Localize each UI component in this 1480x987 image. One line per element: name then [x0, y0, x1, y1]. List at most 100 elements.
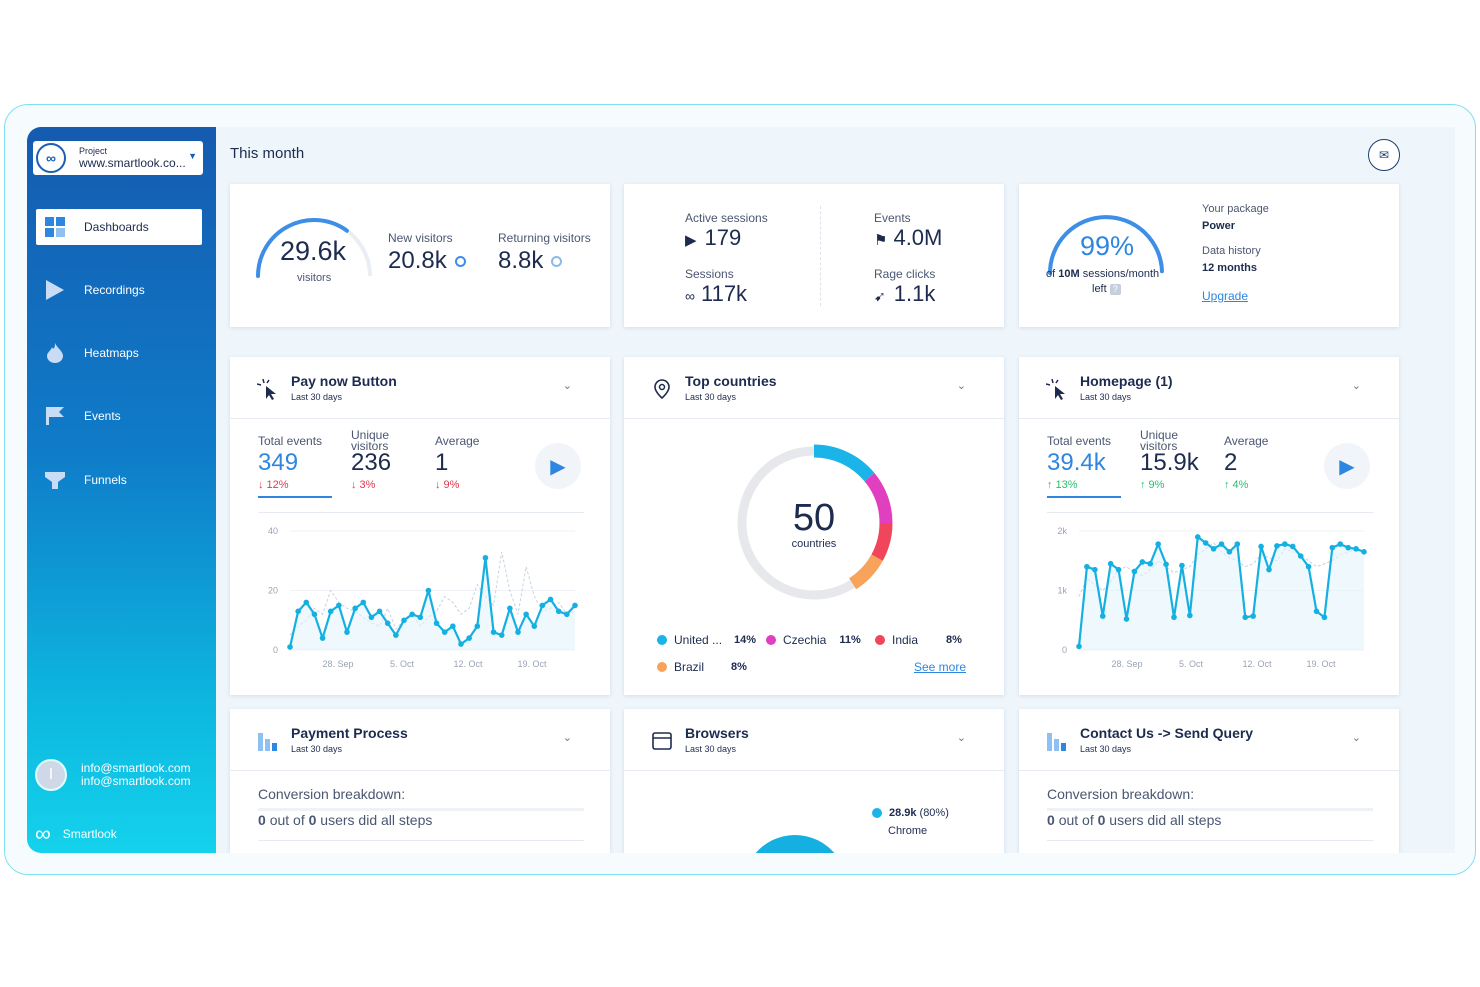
play-recordings-button[interactable]: ▶ [535, 443, 581, 489]
data-point[interactable] [1131, 568, 1138, 575]
data-point[interactable] [319, 635, 326, 641]
data-point[interactable] [1345, 544, 1351, 551]
data-point[interactable] [572, 602, 578, 609]
data-point[interactable] [384, 620, 391, 627]
user-account[interactable]: I info@smartlook.com info@smartlook.com [35, 759, 191, 791]
sidebar-item-dashboards[interactable]: Dashboards [36, 209, 202, 245]
data-point[interactable] [1171, 614, 1177, 621]
data-point[interactable] [327, 608, 334, 615]
data-point[interactable] [433, 620, 440, 627]
data-point[interactable] [1337, 541, 1344, 547]
sidebar-item-funnels[interactable]: Funnels [36, 462, 202, 498]
data-point[interactable] [515, 629, 521, 635]
data-point[interactable] [295, 608, 301, 615]
data-point[interactable] [1202, 540, 1209, 546]
data-point[interactable] [417, 614, 424, 621]
data-point[interactable] [1361, 549, 1367, 555]
chevron-down-icon[interactable]: ⌄ [956, 380, 966, 392]
data-point[interactable] [555, 608, 562, 615]
data-point[interactable] [303, 599, 310, 606]
data-point[interactable] [401, 617, 407, 624]
bar-chart-icon [256, 729, 280, 753]
donut-slice[interactable] [864, 472, 893, 524]
data-point[interactable] [547, 596, 554, 603]
chevron-down-icon[interactable]: ⌄ [562, 732, 572, 744]
chevron-down-icon[interactable]: ⌄ [956, 732, 966, 744]
data-point[interactable] [376, 608, 383, 615]
data-point[interactable] [1187, 612, 1193, 619]
donut-slice[interactable] [813, 444, 875, 482]
data-point[interactable] [1179, 562, 1185, 569]
data-point[interactable] [1076, 643, 1082, 650]
data-point[interactable] [352, 605, 358, 612]
data-point[interactable] [466, 635, 472, 641]
data-point[interactable] [393, 632, 399, 638]
data-point[interactable] [450, 623, 456, 629]
data-point[interactable] [1084, 563, 1090, 570]
play-recordings-button[interactable]: ▶ [1324, 443, 1370, 489]
help-icon[interactable]: ? [1109, 284, 1121, 295]
data-point[interactable] [1329, 544, 1336, 551]
homepage-chart: 0 1k 2k 28. Sep 5. Oct 12. Oct 19. Oct [1057, 526, 1367, 669]
data-point[interactable] [1147, 560, 1154, 567]
feedback-button[interactable]: ✉ [1368, 139, 1400, 171]
donut-slice[interactable] [871, 522, 893, 561]
data-point[interactable] [1092, 566, 1098, 573]
data-point[interactable] [441, 629, 448, 635]
data-point[interactable] [474, 623, 481, 629]
data-point[interactable] [311, 611, 318, 618]
sidebar-item-recordings[interactable]: Recordings [36, 272, 202, 308]
data-point[interactable] [360, 599, 367, 606]
data-point[interactable] [1155, 541, 1161, 547]
data-point[interactable] [1353, 546, 1359, 552]
data-point[interactable] [1139, 559, 1146, 565]
data-point[interactable] [1123, 616, 1130, 622]
donut-slice[interactable] [848, 554, 883, 590]
data-point[interactable] [1218, 541, 1225, 547]
chevron-down-icon[interactable]: ⌄ [562, 380, 572, 392]
data-point[interactable] [490, 629, 497, 635]
data-point[interactable] [482, 554, 489, 561]
upgrade-link[interactable]: Upgrade [1202, 289, 1249, 303]
data-point[interactable] [336, 602, 342, 609]
data-point[interactable] [539, 602, 546, 609]
data-point[interactable] [458, 641, 464, 647]
data-point[interactable] [564, 611, 570, 618]
data-point[interactable] [1242, 614, 1249, 621]
data-point[interactable] [523, 611, 529, 618]
data-point[interactable] [498, 632, 505, 638]
data-point[interactable] [1274, 543, 1280, 549]
data-point[interactable] [1305, 563, 1312, 570]
data-point[interactable] [1313, 608, 1320, 615]
sidebar-item-heatmaps[interactable]: Heatmaps [36, 335, 202, 371]
data-point[interactable] [1163, 561, 1169, 568]
donut-slice[interactable] [737, 446, 855, 600]
data-point[interactable] [1289, 543, 1296, 550]
data-point[interactable] [1115, 566, 1122, 573]
data-point[interactable] [1194, 534, 1201, 540]
sidebar-item-events[interactable]: Events [36, 398, 202, 434]
chevron-down-icon[interactable]: ⌄ [1351, 380, 1361, 392]
data-point[interactable] [531, 623, 538, 629]
project-selector[interactable]: ∞ Project www.smartlook.co... ▼ [33, 141, 203, 175]
data-point[interactable] [507, 605, 513, 612]
data-point[interactable] [1226, 549, 1233, 555]
data-point[interactable] [1282, 541, 1288, 547]
data-point[interactable] [1210, 546, 1217, 552]
data-point[interactable] [287, 644, 293, 650]
data-point[interactable] [1258, 543, 1264, 550]
data-point[interactable] [1099, 613, 1106, 619]
see-more-link[interactable]: See more [914, 660, 967, 674]
data-point[interactable] [409, 611, 415, 618]
data-point[interactable] [1266, 566, 1272, 573]
data-point[interactable] [1250, 613, 1256, 619]
pie-slice[interactable] [754, 834, 836, 853]
chevron-down-icon[interactable]: ⌄ [1351, 732, 1361, 744]
data-point[interactable] [425, 587, 432, 594]
data-point[interactable] [344, 629, 350, 635]
data-point[interactable] [1297, 553, 1304, 559]
data-point[interactable] [1107, 560, 1114, 567]
data-point[interactable] [1321, 614, 1328, 621]
data-point[interactable] [368, 614, 375, 621]
data-point[interactable] [1234, 541, 1241, 547]
